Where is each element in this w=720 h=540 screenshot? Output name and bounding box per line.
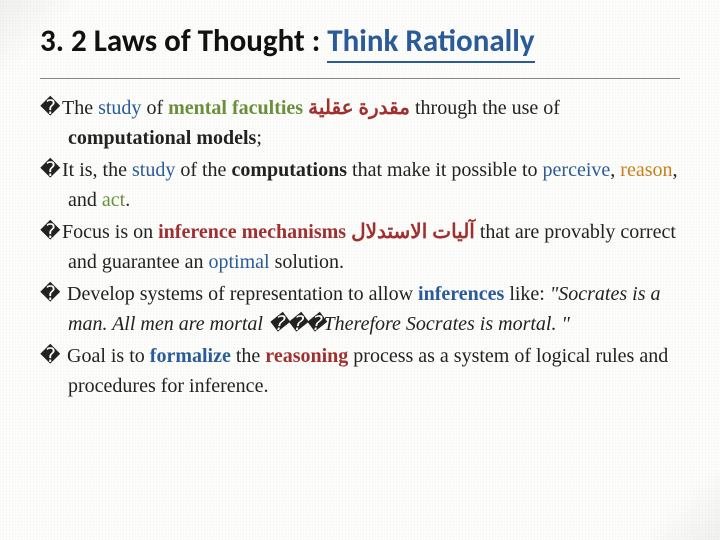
text-segment: inferences bbox=[418, 283, 504, 305]
text-segment: formalize bbox=[150, 345, 231, 367]
list-item: �The study of mental faculties مقدرة عقل… bbox=[40, 93, 680, 153]
bullet-marker: � bbox=[40, 217, 62, 247]
title-prefix: 3. 2 Laws of Thought : bbox=[40, 22, 327, 60]
text-segment: computations bbox=[231, 159, 347, 181]
corner-decoration-br bbox=[650, 470, 720, 540]
text-segment: The bbox=[62, 97, 98, 119]
bullet-marker: � bbox=[40, 93, 62, 123]
list-item: � Goal is to formalize the reasoning pro… bbox=[40, 341, 680, 401]
list-item: � Develop systems of representation to a… bbox=[40, 279, 680, 339]
text-segment: مقدرة عقلية bbox=[308, 97, 410, 119]
text-segment: Therefore Socrates is mortal. " bbox=[324, 313, 570, 335]
bullet-marker: � bbox=[40, 341, 62, 371]
title-accent: Think Rationally bbox=[327, 22, 534, 63]
text-segment: study bbox=[132, 159, 175, 181]
text-segment: computational models bbox=[68, 127, 256, 149]
text-segment: act bbox=[102, 189, 125, 211]
text-segment: study bbox=[98, 97, 141, 119]
text-segment: Develop systems of representation to all… bbox=[62, 283, 418, 305]
text-segment: perceive bbox=[543, 159, 611, 181]
text-segment: of bbox=[141, 97, 168, 119]
text-segment: mental faculties bbox=[168, 97, 303, 119]
text-segment: that make it possible to bbox=[347, 159, 543, 181]
slide-title: 3. 2 Laws of Thought : Think Rationally bbox=[40, 22, 680, 60]
text-segment: inference mechanisms bbox=[158, 221, 346, 243]
list-item: �Focus is on inference mechanisms آليات … bbox=[40, 217, 680, 277]
text-segment: ; bbox=[256, 127, 262, 149]
text-segment: reasoning bbox=[265, 345, 348, 367]
text-segment: It is, the bbox=[62, 159, 132, 181]
title-rule bbox=[40, 78, 680, 79]
text-segment: Goal is to bbox=[62, 345, 150, 367]
text-segment: reason bbox=[620, 159, 672, 181]
text-segment: , bbox=[610, 159, 620, 181]
text-segment: through the use of bbox=[410, 97, 560, 119]
text-segment: like: bbox=[504, 283, 550, 305]
text-segment: . bbox=[125, 189, 130, 211]
bullet-list: �The study of mental faculties مقدرة عقل… bbox=[40, 93, 680, 401]
text-segment: solution. bbox=[270, 251, 344, 273]
text-segment: optimal bbox=[208, 251, 269, 273]
bullet-marker: � bbox=[40, 155, 62, 185]
text-segment: آليات الاستدلال bbox=[351, 221, 475, 243]
text-segment: the bbox=[231, 345, 265, 367]
bullet-marker: � bbox=[40, 279, 62, 309]
text-segment: ��� bbox=[268, 313, 324, 335]
text-segment: of the bbox=[175, 159, 231, 181]
list-item: �It is, the study of the computations th… bbox=[40, 155, 680, 215]
text-segment: Focus is on bbox=[62, 221, 158, 243]
slide-content: 3. 2 Laws of Thought : Think Rationally … bbox=[0, 0, 720, 423]
